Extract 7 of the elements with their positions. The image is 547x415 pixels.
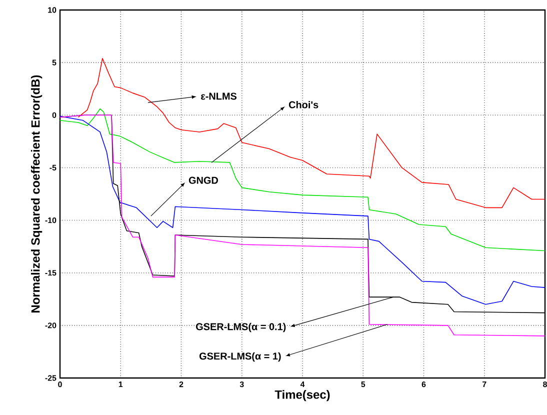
annotation: GSER-LMS(α = 1) bbox=[199, 352, 281, 362]
x-axis-title: Time(sec) bbox=[274, 390, 330, 402]
y-axis-title: Normalized Squared coeffecient Error(dB) bbox=[30, 75, 42, 312]
annotation: Choi's bbox=[288, 100, 318, 108]
annotation: GSER-LMS(α = 0.1) bbox=[196, 322, 286, 332]
annotation: GNGD bbox=[188, 176, 218, 184]
annotation: ε-NLMS bbox=[201, 92, 237, 100]
